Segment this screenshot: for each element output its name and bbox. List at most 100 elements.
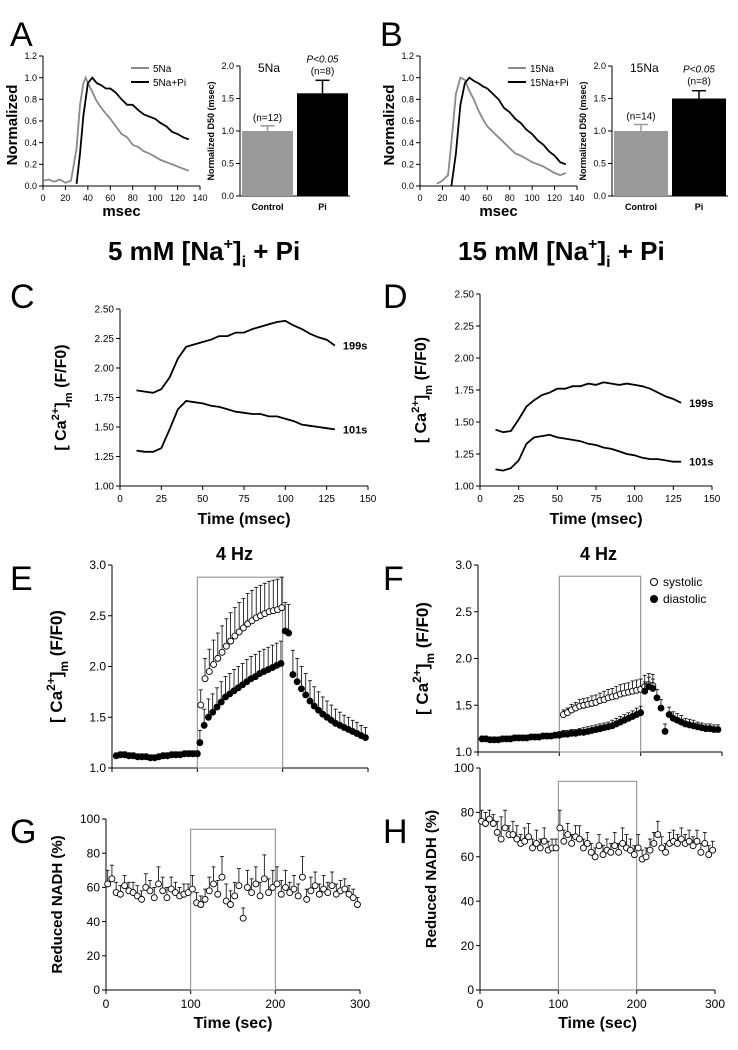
G-point-NADH bbox=[197, 901, 205, 908]
A-line-legend-label: 5Na bbox=[153, 64, 172, 75]
C-xlabel: Time (msec) bbox=[197, 511, 290, 528]
A-line-ytick-label: 0.4 bbox=[24, 138, 37, 148]
F-point-diastolic bbox=[649, 684, 657, 692]
G-point-NADH bbox=[214, 890, 222, 898]
H-ytick-label: 0 bbox=[467, 983, 474, 997]
D-xtick-label: 75 bbox=[590, 494, 602, 505]
H-point-NADH bbox=[521, 837, 529, 845]
G-ytick-label: 100 bbox=[80, 812, 100, 826]
E-ylabel: [ Ca2+]m (F/F0) bbox=[44, 610, 71, 723]
B-line-ylabel: Normalized bbox=[381, 85, 398, 166]
H-point-NADH bbox=[493, 828, 501, 836]
H-point-NADH bbox=[634, 844, 642, 852]
C-ytick-label: 1.00 bbox=[95, 482, 115, 493]
H-xtick-label: 100 bbox=[548, 997, 568, 1011]
G-point-NADH bbox=[239, 914, 247, 922]
H-point-NADH bbox=[607, 848, 615, 856]
D-trace-label: 199s bbox=[689, 398, 713, 410]
B-line-xtick-label: 100 bbox=[525, 193, 540, 203]
A-bar-ytick-label: 2.0 bbox=[221, 61, 234, 71]
F-point-diastolic bbox=[653, 694, 661, 702]
A-line-xtick-label: 0 bbox=[40, 193, 45, 203]
D-ytick-label: 1.50 bbox=[455, 418, 475, 429]
A-bar-ytick-label: 1.5 bbox=[221, 94, 234, 104]
D-ytick-label: 2.50 bbox=[455, 290, 475, 301]
G-point-NADH bbox=[104, 880, 112, 888]
A-line-ytick-label: 0.8 bbox=[24, 94, 37, 104]
F-ytick-label: 1.5 bbox=[455, 698, 472, 712]
panel-letter-e: E bbox=[10, 560, 33, 598]
D-trace-label: 101s bbox=[689, 457, 713, 469]
E-point-systolic bbox=[278, 604, 286, 612]
G-ytick-label: 80 bbox=[87, 846, 101, 860]
H-point-NADH bbox=[619, 840, 627, 847]
H-point-NADH bbox=[630, 851, 638, 859]
H-point-NADH bbox=[701, 840, 709, 847]
G-point-NADH bbox=[282, 883, 289, 891]
H-point-NADH bbox=[677, 835, 685, 843]
G-point-NADH bbox=[159, 887, 167, 895]
H-point-NADH bbox=[552, 844, 560, 852]
H-point-NADH bbox=[579, 844, 587, 852]
H-point-NADH bbox=[654, 831, 662, 839]
E-point-systolic bbox=[214, 654, 222, 662]
A-bar-bar-pi bbox=[297, 93, 348, 196]
F-legend-marker bbox=[650, 578, 658, 586]
E-point-systolic bbox=[222, 642, 230, 650]
H-point-NADH bbox=[525, 833, 533, 841]
G-point-NADH bbox=[163, 894, 171, 902]
D-ytick-label: 2.00 bbox=[455, 354, 475, 365]
B-bar-ylabel: Normalized D50 (msec) bbox=[578, 81, 588, 180]
B-line-legend-label: 15Na bbox=[530, 64, 554, 75]
F-stimulus-window bbox=[558, 575, 642, 753]
G-point-NADH bbox=[218, 873, 226, 881]
B-bar-control-n: (n=14) bbox=[626, 112, 655, 123]
A-bar-bar-control bbox=[242, 131, 293, 196]
A-bar-title: 5Na bbox=[258, 61, 280, 75]
E-point-diastolic bbox=[310, 702, 318, 710]
B-line-xtick-label: 80 bbox=[505, 193, 515, 203]
C-xtick-label: 75 bbox=[238, 494, 250, 505]
E-ytick-label: 1.0 bbox=[89, 761, 106, 775]
G-point-NADH bbox=[294, 892, 302, 900]
F-point-diastolic bbox=[641, 687, 649, 695]
D-xtick-label: 50 bbox=[552, 494, 564, 505]
A-line-ytick-label: 0.0 bbox=[24, 181, 37, 191]
G-point-NADH bbox=[315, 890, 323, 898]
G-point-NADH bbox=[341, 885, 349, 893]
H-ytick-label: 60 bbox=[461, 850, 475, 864]
A-line-xlabel: msec bbox=[102, 203, 140, 220]
H-ytick-label: 40 bbox=[461, 894, 475, 908]
A-line-legend-label: 5Na+Pi bbox=[153, 78, 186, 89]
H-stimulus-window bbox=[557, 780, 638, 991]
E-point-diastolic bbox=[306, 697, 314, 705]
D-xtick-label: 125 bbox=[665, 494, 682, 505]
A-line-xtick-label: 60 bbox=[105, 193, 115, 203]
B-bar-pi-p: P<0.05 bbox=[683, 65, 715, 76]
H-point-NADH bbox=[501, 824, 509, 832]
C-xtick-label: 50 bbox=[197, 494, 209, 505]
E-point-diastolic bbox=[285, 629, 293, 637]
E-point-diastolic bbox=[277, 660, 285, 667]
panel-letter-a: A bbox=[10, 16, 33, 54]
D-ytick-label: 1.75 bbox=[455, 386, 475, 397]
H-point-NADH bbox=[642, 853, 650, 861]
H-point-NADH bbox=[673, 840, 681, 847]
A-line-xtick-label: 40 bbox=[83, 193, 93, 203]
B-bar-bar-pi bbox=[672, 98, 726, 196]
G-ytick-label: 40 bbox=[87, 915, 101, 929]
G-point-NADH bbox=[273, 880, 281, 888]
C-ytick-label: 2.25 bbox=[95, 334, 115, 345]
A-line-ylabel: Normalized bbox=[4, 85, 21, 166]
G-xtick-label: 300 bbox=[350, 997, 370, 1011]
H-point-NADH bbox=[532, 840, 540, 847]
G-point-NADH bbox=[150, 894, 158, 902]
H-ytick-label: 80 bbox=[461, 806, 475, 820]
section-title-right: 15 mM [Na+]i + Pi bbox=[458, 236, 665, 271]
G-point-NADH bbox=[231, 892, 239, 900]
D-xlabel: Time (msec) bbox=[549, 511, 642, 528]
B-line-ytick-label: 0.2 bbox=[401, 159, 414, 169]
B-line-xtick-label: 120 bbox=[547, 193, 562, 203]
F-point-diastolic bbox=[657, 704, 665, 712]
